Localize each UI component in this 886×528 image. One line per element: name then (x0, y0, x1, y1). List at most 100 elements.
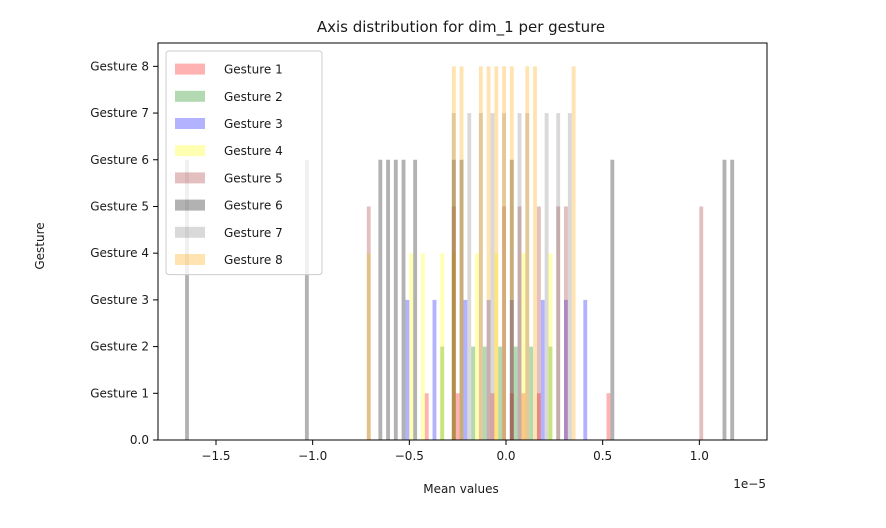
y-axis-label: Gesture (33, 222, 47, 269)
legend-swatch (175, 172, 205, 184)
bar (451, 159, 456, 440)
bar (556, 113, 561, 440)
x-offset-label: 1e−5 (733, 477, 766, 491)
bar (529, 346, 534, 440)
bar (366, 253, 371, 440)
bar (432, 299, 437, 440)
x-tick-label: 0.0 (496, 449, 515, 463)
legend-swatch (175, 226, 205, 238)
bar (536, 393, 541, 440)
bar (478, 66, 483, 440)
bar (459, 159, 464, 440)
bar (525, 113, 530, 440)
bar (509, 393, 514, 440)
chart-title: Axis distribution for dim_1 per gesture (317, 18, 605, 37)
bar (509, 66, 514, 440)
bar (378, 159, 383, 440)
bar (451, 113, 456, 440)
bar (517, 206, 522, 440)
x-tick-label: 0.5 (593, 449, 612, 463)
y-tick-label: Gesture 5 (90, 199, 149, 213)
x-tick-label: 1.0 (690, 449, 709, 463)
bar (502, 206, 506, 440)
legend-swatch (175, 90, 205, 102)
bar (420, 253, 425, 440)
bar (486, 66, 491, 440)
y-tick-label: Gesture 4 (90, 246, 149, 260)
bar (521, 253, 526, 440)
bar (463, 299, 468, 440)
series-6 (185, 159, 735, 440)
bar (517, 113, 522, 440)
legend-label: Gesture 5 (224, 171, 283, 185)
bar (393, 159, 398, 440)
legend-box (165, 50, 323, 276)
bar (536, 206, 541, 440)
legend-swatch (175, 63, 205, 75)
bar (467, 113, 472, 440)
bar (451, 206, 456, 440)
y-tick-label: Gesture 1 (90, 386, 149, 400)
bar (699, 206, 704, 440)
bar (533, 66, 537, 440)
bar (540, 299, 545, 440)
bar (494, 253, 499, 440)
bar (513, 346, 518, 440)
plot-area (185, 66, 735, 440)
bar (498, 346, 503, 440)
series-3 (405, 299, 588, 440)
legend-swatch (175, 118, 205, 129)
plot-frame (157, 42, 768, 441)
legend-swatch (175, 199, 205, 211)
legend-label: Gesture 7 (224, 226, 283, 240)
bar (583, 299, 588, 440)
series-7 (451, 113, 572, 440)
bar (440, 346, 445, 440)
x-tick-label: −1.5 (201, 449, 230, 463)
legend-label: Gesture 6 (224, 199, 283, 213)
bar (567, 113, 572, 440)
bar (185, 159, 189, 440)
bar (459, 66, 464, 440)
legend-label: Gesture 3 (224, 117, 283, 131)
bar (405, 299, 410, 440)
bar (424, 393, 429, 440)
bar (471, 346, 476, 440)
bar (556, 206, 561, 440)
bar (564, 299, 568, 440)
series-4 (366, 253, 553, 440)
series-5 (366, 206, 704, 440)
bar (610, 159, 615, 440)
bar (509, 159, 514, 440)
bar (544, 113, 549, 440)
y-tick-label: Gesture 3 (90, 293, 149, 307)
legend-swatch (175, 254, 205, 265)
bar (490, 393, 495, 440)
bar (730, 159, 735, 440)
bar (386, 159, 390, 440)
bar (490, 113, 495, 440)
bar (409, 253, 414, 440)
bar (482, 346, 487, 440)
x-tick-label: −1.0 (298, 449, 327, 463)
bar (413, 159, 418, 440)
bar (564, 206, 568, 440)
bar (494, 66, 499, 440)
bar (451, 253, 456, 440)
bar (366, 206, 371, 440)
bar (401, 159, 406, 440)
y-tick-label: Gesture 2 (90, 340, 149, 354)
bar (571, 66, 576, 440)
y-tick-label: 0.0 (130, 433, 149, 447)
y-tick-label: Gesture 7 (90, 106, 149, 120)
legend-label: Gesture 8 (224, 253, 283, 267)
bar (304, 159, 309, 440)
series-8 (451, 66, 576, 440)
bar (521, 393, 526, 440)
series-1 (424, 393, 611, 440)
bar (548, 346, 553, 440)
legend: Gesture 1 Gesture 2 Gesture 3 Gesture 4 Gest… (165, 50, 323, 276)
bar (509, 299, 514, 440)
